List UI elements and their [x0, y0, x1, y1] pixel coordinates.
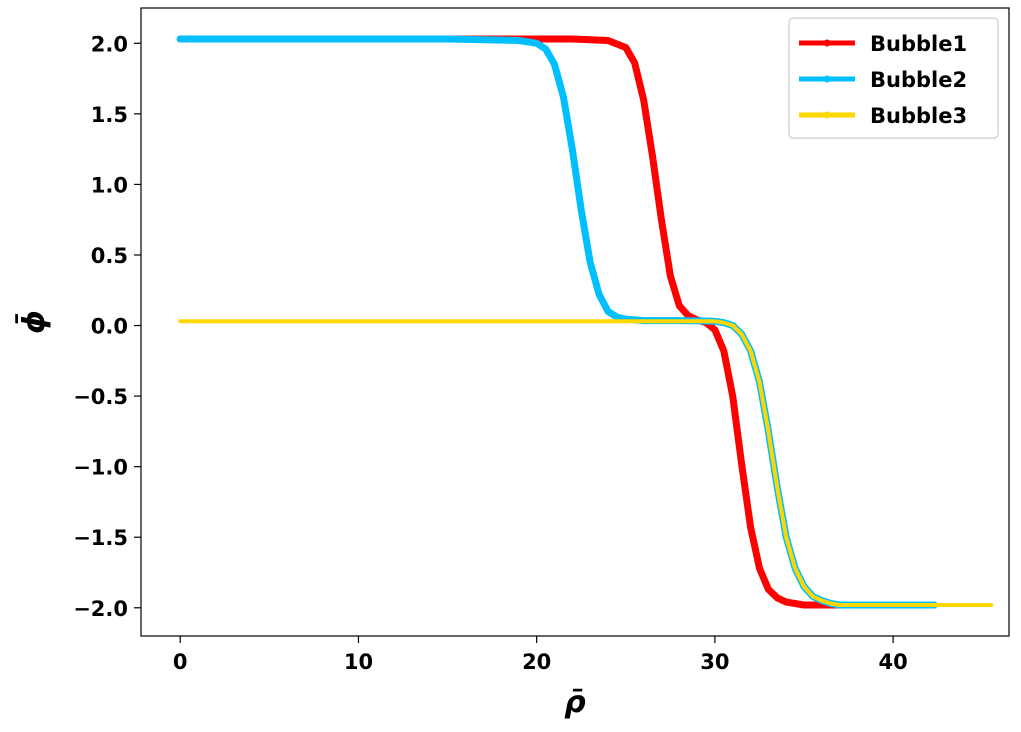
x-tick-label: 0	[173, 650, 188, 674]
series-layer	[176, 35, 994, 609]
y-tick-label: 1.5	[91, 103, 128, 127]
legend-frame	[788, 17, 999, 139]
y-tick-label: −0.5	[73, 385, 128, 409]
x-axis-ticks: 0 10 20 30 40	[173, 636, 908, 674]
y-tick-label: 2.0	[91, 32, 128, 56]
x-tick-label: 40	[879, 650, 908, 674]
plot-area-frame	[140, 7, 1010, 637]
legend-label-bubble2: Bubble2	[870, 68, 967, 92]
legend-marker-bubble2	[823, 75, 831, 83]
y-tick-label: 1.0	[91, 173, 128, 197]
y-axis-ticks: 2.0 1.5 1.0 0.5 0.0 −0.5 −1.0 −1.5 −2.0	[73, 32, 141, 621]
x-tick-label: 10	[344, 650, 373, 674]
legend-label-bubble3: Bubble3	[870, 104, 967, 128]
legend-marker-bubble3	[823, 111, 831, 119]
y-tick-label: −1.0	[73, 456, 128, 480]
legend-marker-bubble1	[823, 39, 831, 47]
series-line-bubble3-core	[180, 320, 992, 606]
legend-label-bubble1: Bubble1	[870, 32, 967, 56]
y-tick-label: −1.5	[73, 526, 128, 550]
x-tick-label: 20	[522, 650, 551, 674]
legend: Bubble1 Bubble2 Bubble3	[788, 17, 999, 139]
y-tick-label: 0.5	[91, 244, 128, 268]
legend-entries: Bubble1 Bubble2 Bubble3	[799, 32, 967, 128]
series-line-bubble3	[178, 319, 994, 607]
y-axis-label: ϕ̄	[16, 310, 52, 334]
y-tick-label: −2.0	[73, 597, 128, 621]
x-axis-label: ρ̄	[564, 685, 585, 720]
y-tick-label: 0.0	[91, 315, 128, 339]
x-tick-label: 30	[700, 650, 729, 674]
